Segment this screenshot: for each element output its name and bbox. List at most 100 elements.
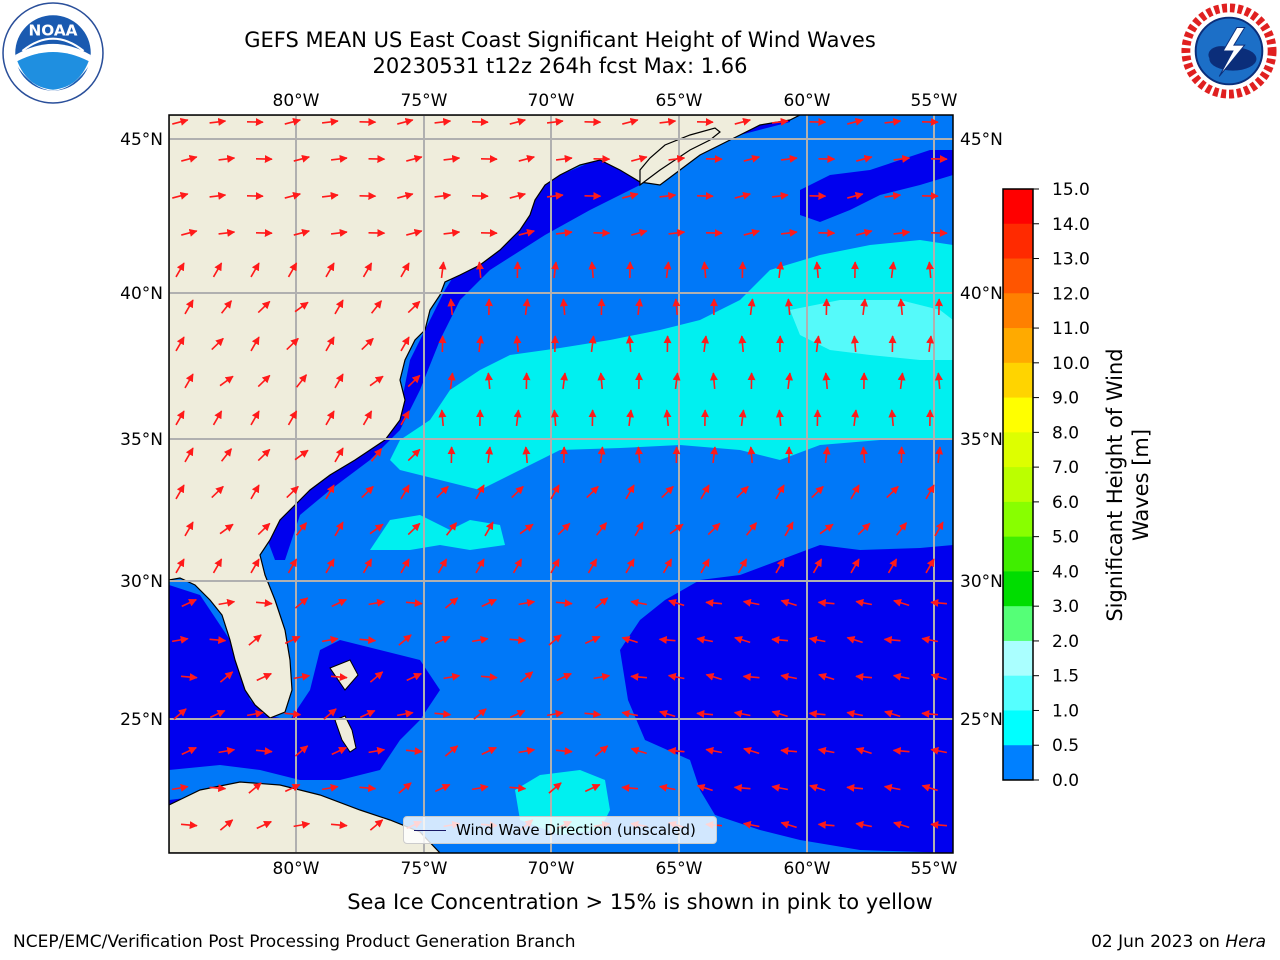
wave-arrow [321, 635, 339, 644]
colorbar-tick-label: 14.0 [1052, 215, 1090, 235]
wave-arrow [481, 746, 497, 756]
wave-arrow [220, 300, 233, 314]
wave-arrow [180, 821, 198, 830]
wave-arrow [742, 598, 760, 607]
wave-arrow [621, 783, 639, 792]
colorbar-ticks: 15.0 14.0 13.0 12.0 11.0 10.0 9.0 8.0 7.0 6.0 5.0 4… [1033, 180, 1090, 791]
wave-arrow [785, 372, 794, 390]
colorbar-tick-label: 5.0 [1052, 528, 1079, 548]
wave-arrow [184, 521, 194, 537]
wave-arrow [522, 446, 531, 464]
wave-arrow [546, 191, 564, 200]
lat-tick-right: 30°N [960, 572, 1003, 592]
lat-tick-right: 45°N [960, 130, 1003, 150]
wave-arrow [212, 262, 223, 278]
wave-arrow [555, 747, 573, 756]
wave-arrow [334, 447, 344, 463]
wave-arrow [218, 154, 236, 163]
wave-arrow [926, 335, 935, 353]
wave-arrow [294, 449, 309, 461]
wave-arrow [634, 446, 643, 464]
lon-tick-bottom: 65°W [656, 859, 703, 879]
wave-arrow [219, 375, 234, 387]
wave-arrow [218, 228, 236, 237]
wave-arrow [747, 446, 756, 464]
lon-tick-top: 70°W [528, 91, 575, 111]
wave-arrow [775, 409, 784, 427]
wave-arrow [447, 298, 456, 316]
wave-arrow [696, 635, 714, 644]
wave-arrow [668, 154, 686, 163]
wave-arrow [359, 784, 377, 793]
wave-arrow [884, 117, 902, 126]
wave-arrow [851, 409, 860, 427]
wave-arrow [334, 373, 344, 389]
wave-arrow [361, 485, 374, 499]
wave-arrow [700, 261, 709, 279]
wave-arrow [921, 709, 939, 718]
wave-arrow [397, 191, 414, 200]
colorbar-label-line1: Significant Height of Wind [1103, 348, 1127, 622]
wave-arrow [405, 747, 423, 756]
wave-arrow [447, 372, 456, 390]
wave-arrow [819, 523, 834, 535]
wave-arrow [173, 708, 187, 720]
colorbar-swatch [1003, 606, 1033, 642]
wave-direction-arrows [171, 117, 948, 831]
colorbar-swatch [1003, 571, 1033, 607]
wave-arrow [784, 521, 794, 537]
wave-arrow [705, 746, 723, 755]
wave-arrow [597, 446, 606, 464]
wave-arrow [443, 154, 461, 163]
wave-arrow [369, 523, 384, 535]
wave-arrow [518, 228, 536, 237]
wave-arrow [407, 448, 421, 462]
colorbar-swatch [1003, 467, 1033, 503]
wave-arrow [813, 335, 822, 353]
wave-arrow [294, 745, 309, 757]
wave-arrow [584, 710, 602, 719]
lat-tick-right: 35°N [960, 430, 1003, 450]
wave-arrow [400, 484, 410, 500]
wave-arrow [293, 672, 311, 681]
wave-arrow [822, 372, 831, 390]
wave-arrow [921, 783, 938, 792]
wave-arrow [738, 335, 747, 353]
wave-arrow [509, 191, 527, 200]
wave-arrow [659, 117, 677, 126]
wave-arrow [771, 709, 788, 718]
wave-arrow [325, 262, 335, 278]
wave-arrow [513, 335, 522, 353]
wave-arrow [935, 446, 944, 464]
wave-arrow [847, 191, 864, 200]
map-legend: Wind Wave Direction (unscaled) [403, 816, 717, 844]
wave-arrow [370, 448, 383, 462]
footer-credit: NCEP/EMC/Verification Post Processing Pr… [13, 932, 576, 952]
land-bahamas [334, 715, 357, 753]
wave-arrow [888, 261, 897, 279]
wave-arrow [745, 522, 758, 536]
colorbar-tick-label: 6.0 [1052, 493, 1079, 513]
wave-arrow [407, 300, 421, 314]
wave-arrow [595, 522, 608, 536]
wave-band-low [620, 545, 953, 853]
wave-arrow [209, 191, 227, 200]
colorbar-swatch [1003, 189, 1033, 225]
wave-arrow [362, 262, 373, 278]
wave-arrow [597, 372, 606, 390]
wave-arrow [771, 117, 789, 126]
wave-arrow [780, 820, 797, 829]
wave-arrow [771, 783, 789, 792]
wave-arrow [897, 372, 906, 390]
wave-arrow [246, 709, 264, 718]
wave-arrow [856, 154, 873, 163]
wave-arrow [475, 484, 485, 500]
wave-arrow [284, 710, 302, 719]
wave-arrow [780, 672, 798, 681]
wave-arrow [209, 636, 227, 645]
colorbar-label-line2: Waves [m] [1129, 428, 1153, 542]
wave-band-low-north [800, 150, 953, 222]
wave-arrow [934, 372, 943, 390]
wave-arrow [248, 782, 262, 794]
